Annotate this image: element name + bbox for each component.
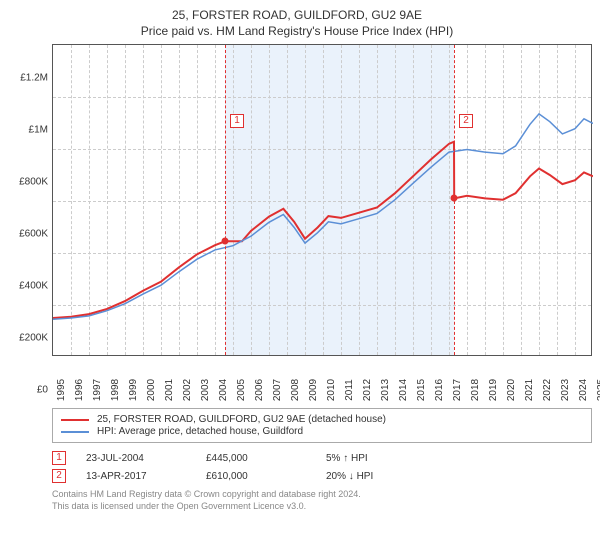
x-tick-label: 2001 <box>164 379 175 401</box>
x-tick-label: 1999 <box>128 379 139 401</box>
x-tick-label: 2016 <box>434 379 445 401</box>
x-tick-label: 2010 <box>326 379 337 401</box>
sales-row-price: £610,000 <box>206 471 306 482</box>
chart-lines-svg <box>53 45 593 357</box>
footer-line2: This data is licensed under the Open Gov… <box>52 501 592 513</box>
sale-dot <box>222 238 229 245</box>
x-tick-label: 2025 <box>596 379 600 401</box>
x-tick-label: 1998 <box>110 379 121 401</box>
x-tick-label: 2014 <box>398 379 409 401</box>
sales-row-date: 23-JUL-2004 <box>86 453 186 464</box>
x-tick-label: 2008 <box>290 379 301 401</box>
chart-title-line2: Price paid vs. HM Land Registry's House … <box>12 24 582 38</box>
y-tick-label: £1.2M <box>20 73 48 84</box>
series-price_paid <box>53 142 593 318</box>
sales-row-date: 13-APR-2017 <box>86 471 186 482</box>
sales-row-marker: 2 <box>52 469 66 483</box>
x-tick-label: 2011 <box>344 379 355 401</box>
x-tick-label: 2000 <box>146 379 157 401</box>
sales-row-marker: 1 <box>52 451 66 465</box>
y-tick-label: £600K <box>19 229 48 240</box>
chart-container: 25, FORSTER ROAD, GUILDFORD, GU2 9AE Pri… <box>0 0 600 560</box>
sales-row-pct: 20% ↓ HPI <box>326 471 446 482</box>
x-tick-label: 2018 <box>470 379 481 401</box>
x-tick-label: 2004 <box>218 379 229 401</box>
chart-title-line1: 25, FORSTER ROAD, GUILDFORD, GU2 9AE <box>12 8 582 22</box>
y-tick-label: £800K <box>19 177 48 188</box>
footer-attribution: Contains HM Land Registry data © Crown c… <box>52 489 592 512</box>
x-tick-label: 2013 <box>380 379 391 401</box>
sale-dot <box>451 195 458 202</box>
x-tick-label: 2021 <box>524 379 535 401</box>
y-tick-label: £400K <box>19 281 48 292</box>
y-tick-label: £200K <box>19 333 48 344</box>
sales-row: 1 23-JUL-2004 £445,000 5% ↑ HPI <box>52 451 592 465</box>
x-tick-label: 1997 <box>92 379 103 401</box>
sale-marker-label: 1 <box>230 114 244 128</box>
sale-marker-label: 2 <box>459 114 473 128</box>
x-tick-label: 2005 <box>236 379 247 401</box>
x-tick-label: 2009 <box>308 379 319 401</box>
y-tick-label: £0 <box>37 385 48 396</box>
x-tick-label: 2024 <box>578 379 589 401</box>
sale-marker-line <box>225 45 226 355</box>
y-tick-label: £1M <box>29 125 48 136</box>
sales-row: 2 13-APR-2017 £610,000 20% ↓ HPI <box>52 469 592 483</box>
x-tick-label: 1995 <box>56 379 67 401</box>
sales-table: 1 23-JUL-2004 £445,000 5% ↑ HPI 2 13-APR-2017… <box>52 451 592 483</box>
x-axis-labels: 1995199619971998199920002001200220032004… <box>52 390 592 432</box>
x-tick-label: 2007 <box>272 379 283 401</box>
y-axis-labels: £0£200K£400K£600K£800K£1M£1.2M <box>12 44 50 356</box>
x-tick-label: 2003 <box>200 379 211 401</box>
x-tick-label: 2012 <box>362 379 373 401</box>
sales-row-price: £445,000 <box>206 453 306 464</box>
x-tick-label: 2023 <box>560 379 571 401</box>
x-tick-label: 2006 <box>254 379 265 401</box>
x-tick-label: 2017 <box>452 379 463 401</box>
x-tick-label: 2019 <box>488 379 499 401</box>
x-tick-label: 2015 <box>416 379 427 401</box>
plot-area: 12 <box>52 44 592 356</box>
sales-row-pct: 5% ↑ HPI <box>326 453 446 464</box>
x-tick-label: 2002 <box>182 379 193 401</box>
footer-line1: Contains HM Land Registry data © Crown c… <box>52 489 592 501</box>
x-tick-label: 1996 <box>74 379 85 401</box>
series-hpi <box>53 114 593 319</box>
x-tick-label: 2022 <box>542 379 553 401</box>
x-tick-label: 2020 <box>506 379 517 401</box>
